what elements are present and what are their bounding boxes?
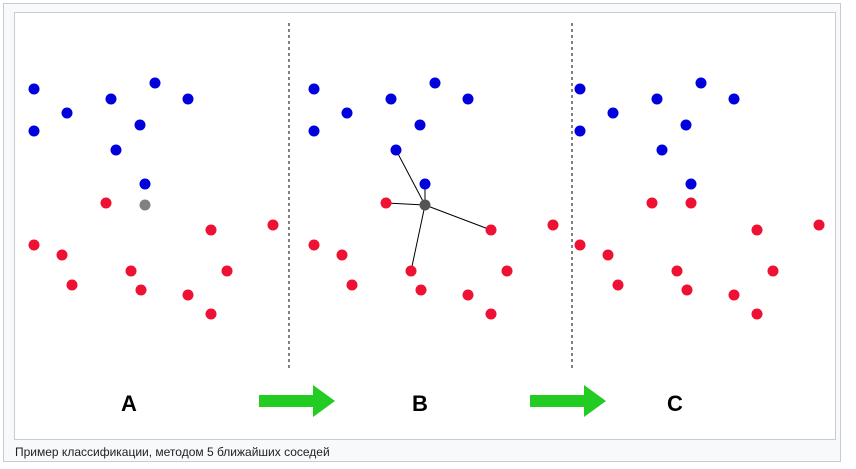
red-point-b-10 xyxy=(485,224,497,236)
blue-point-c-5 xyxy=(695,77,707,89)
blue-point-a-8 xyxy=(110,144,122,156)
red-point-a-7 xyxy=(182,289,194,301)
blue-point-b-1 xyxy=(308,83,320,95)
red-point-c-4 xyxy=(612,279,624,291)
red-point-a-2 xyxy=(28,239,40,251)
red-point-c-10 xyxy=(751,224,763,236)
blue-point-b-9 xyxy=(419,178,431,190)
red-point-b-3 xyxy=(336,249,348,261)
neighbor-line-5 xyxy=(410,204,426,272)
blue-point-c-2 xyxy=(574,125,586,137)
query-point-a xyxy=(139,199,151,211)
red-point-b-1 xyxy=(380,197,392,209)
red-point-b-4 xyxy=(346,279,358,291)
blue-point-a-7 xyxy=(134,119,146,131)
knn-diagram: A B C xyxy=(14,12,836,440)
red-point-a-3 xyxy=(56,249,68,261)
blue-point-b-3 xyxy=(341,107,353,119)
red-point-c-6 xyxy=(681,284,693,296)
red-point-c-9 xyxy=(767,265,779,277)
blue-point-b-5 xyxy=(429,77,441,89)
query-point-c xyxy=(685,197,697,209)
red-point-b-7 xyxy=(462,289,474,301)
query-point-b xyxy=(419,199,431,211)
figure-frame: A B C Пример классификации, методом 5 бл… xyxy=(3,3,841,462)
red-point-b-9 xyxy=(501,265,513,277)
blue-point-b-4 xyxy=(385,93,397,105)
red-point-a-1 xyxy=(100,197,112,209)
blue-point-a-4 xyxy=(105,93,117,105)
neighbor-line-1 xyxy=(395,149,426,206)
knn-diagram-svg: A B C xyxy=(28,23,825,417)
red-point-c-7 xyxy=(728,289,740,301)
panel-label-b: B xyxy=(412,391,428,416)
red-point-c-2 xyxy=(574,239,586,251)
red-point-a-8 xyxy=(205,308,217,320)
red-point-c-1 xyxy=(646,197,658,209)
panel-label-a: A xyxy=(121,391,137,416)
red-point-a-6 xyxy=(135,284,147,296)
red-point-b-6 xyxy=(415,284,427,296)
blue-point-b-8 xyxy=(390,144,402,156)
blue-point-c-1 xyxy=(574,83,586,95)
blue-point-c-6 xyxy=(728,93,740,105)
figure-caption: Пример классификации, методом 5 ближайши… xyxy=(15,445,330,459)
blue-point-b-2 xyxy=(308,125,320,137)
red-point-a-9 xyxy=(221,265,233,277)
arrow-right-icon-1 xyxy=(259,385,335,417)
red-point-b-2 xyxy=(308,239,320,251)
blue-point-a-9 xyxy=(139,178,151,190)
red-point-c-3 xyxy=(602,249,614,261)
blue-point-a-2 xyxy=(28,125,40,137)
blue-point-a-5 xyxy=(149,77,161,89)
red-point-b-8 xyxy=(485,308,497,320)
blue-point-c-8 xyxy=(656,144,668,156)
red-point-b-5 xyxy=(405,265,417,277)
blue-point-c-9 xyxy=(685,178,697,190)
panel-label-c: C xyxy=(667,391,683,416)
red-point-c-5 xyxy=(671,265,683,277)
neighbor-line-3 xyxy=(385,202,426,206)
neighbor-line-4 xyxy=(424,204,492,231)
blue-point-c-4 xyxy=(651,93,663,105)
red-point-b-11 xyxy=(547,219,559,231)
blue-point-a-3 xyxy=(61,107,73,119)
red-point-c-8 xyxy=(751,308,763,320)
blue-point-b-6 xyxy=(462,93,474,105)
red-point-a-10 xyxy=(205,224,217,236)
blue-point-c-7 xyxy=(680,119,692,131)
red-point-a-4 xyxy=(66,279,78,291)
red-point-c-11 xyxy=(813,219,825,231)
blue-point-b-7 xyxy=(414,119,426,131)
red-point-a-11 xyxy=(267,219,279,231)
arrow-right-icon-2 xyxy=(530,385,606,417)
blue-point-a-6 xyxy=(182,93,194,105)
red-point-a-5 xyxy=(125,265,137,277)
blue-point-c-3 xyxy=(607,107,619,119)
blue-point-a-1 xyxy=(28,83,40,95)
